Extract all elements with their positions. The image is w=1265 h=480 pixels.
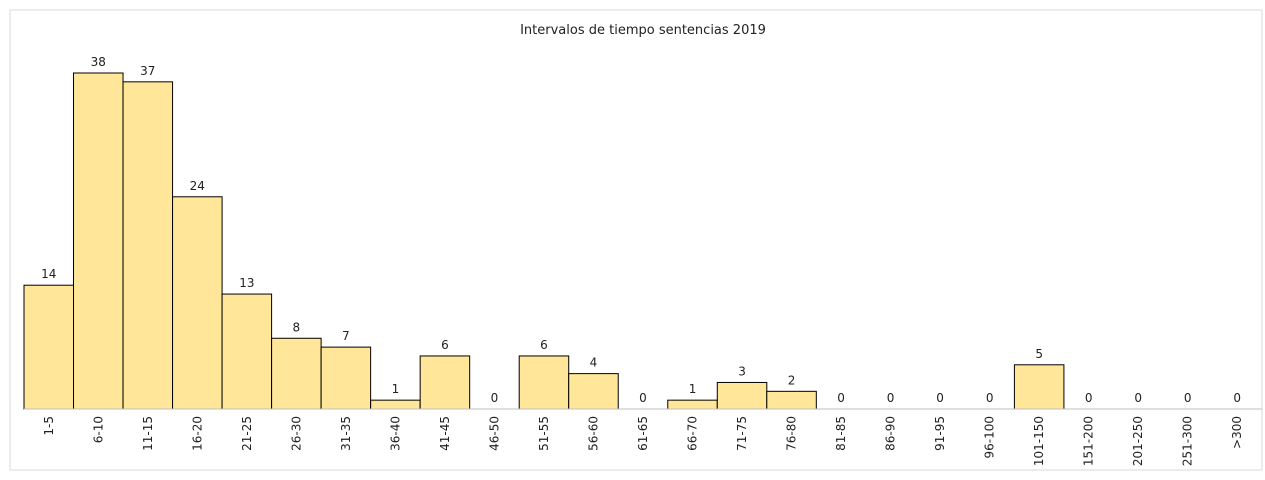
data-label: 0	[1184, 391, 1192, 405]
data-label: 2	[788, 373, 796, 387]
x-tick-label: 66-70	[686, 416, 700, 451]
bar	[271, 337, 322, 410]
x-tick-label: 41-45	[438, 416, 452, 451]
x-tick-label: 61-65	[636, 416, 650, 451]
x-tick-label: 36-40	[388, 416, 402, 451]
x-tick-label: 76-80	[785, 416, 799, 451]
data-label: 7	[342, 329, 350, 343]
x-tick-label: 46-50	[487, 416, 501, 451]
data-label: 0	[1233, 391, 1241, 405]
bar	[716, 381, 768, 410]
x-tick-label: 71-75	[735, 416, 749, 451]
data-label: 1	[689, 382, 697, 396]
x-tick-label: >300	[1230, 416, 1244, 449]
x-tick-label: 26-30	[289, 416, 303, 451]
x-tick-label: 91-95	[933, 416, 947, 451]
bar	[172, 196, 223, 410]
x-tick-label: 101-150	[1032, 416, 1046, 466]
data-label: 4	[590, 356, 598, 370]
bar	[419, 355, 471, 410]
x-tick-label: 11-15	[141, 416, 155, 451]
data-label: 3	[738, 364, 746, 378]
data-label: 37	[140, 64, 155, 78]
x-tick-label: 201-250	[1131, 416, 1145, 466]
data-label: 0	[837, 391, 845, 405]
bar	[370, 399, 421, 410]
bar	[667, 399, 718, 410]
bar	[73, 72, 124, 410]
x-tick-label: 6-10	[91, 416, 105, 443]
bar	[766, 390, 817, 410]
x-tick-label: 51-55	[537, 416, 551, 451]
bar	[518, 355, 570, 410]
bar	[221, 293, 273, 410]
data-label: 5	[1035, 347, 1043, 361]
data-label: 6	[441, 338, 449, 352]
x-tick-label: 151-200	[1082, 416, 1096, 466]
chart-title: Intervalos de tiempo sentencias 2019	[520, 23, 766, 38]
x-tick-label: 16-20	[190, 416, 204, 451]
bar	[1013, 364, 1065, 410]
bar	[122, 81, 174, 410]
bar	[568, 373, 619, 410]
bar	[320, 346, 372, 410]
x-tick-label: 1-5	[42, 416, 56, 436]
data-label: 0	[639, 391, 647, 405]
data-label: 8	[293, 320, 301, 334]
x-tick-label: 96-100	[983, 416, 997, 459]
x-tick-label: 81-85	[834, 416, 848, 451]
data-label: 13	[239, 276, 254, 290]
x-tick-label: 86-90	[884, 416, 898, 451]
data-label: 0	[986, 391, 994, 405]
data-label: 0	[491, 391, 499, 405]
data-label: 0	[936, 391, 944, 405]
bar	[23, 284, 75, 410]
x-tick-label: 251-300	[1181, 416, 1195, 466]
data-label: 0	[1085, 391, 1093, 405]
data-label: 6	[540, 338, 548, 352]
data-label: 0	[1134, 391, 1142, 405]
data-label: 1	[392, 382, 400, 396]
x-tick-label: 56-60	[586, 416, 600, 451]
data-label: 38	[91, 55, 106, 69]
x-tick-label: 31-35	[339, 416, 353, 451]
data-label: 0	[887, 391, 895, 405]
data-label: 14	[41, 267, 56, 281]
data-label: 24	[190, 179, 205, 193]
x-tick-label: 21-25	[240, 416, 254, 451]
